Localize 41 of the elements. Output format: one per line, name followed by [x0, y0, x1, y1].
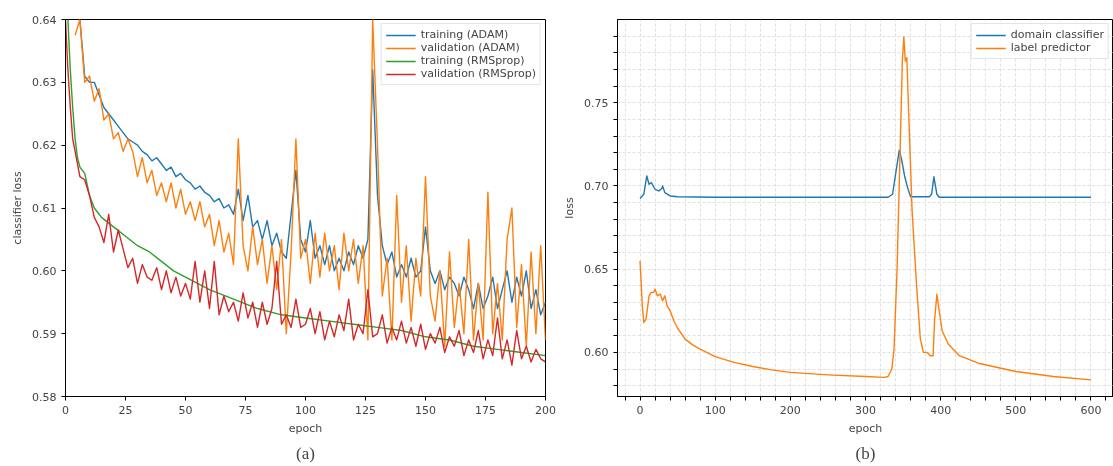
line-series — [639, 36, 1092, 381]
y-tick-label: 0.65 — [584, 263, 609, 277]
y-tick-label: 0.70 — [584, 179, 609, 193]
y-tick-label: 0.75 — [584, 96, 609, 110]
text: (b) — [855, 443, 876, 463]
y-axis-title: classifier loss — [11, 171, 25, 245]
x-tick-label: 75 — [238, 403, 253, 417]
x-axis-title: epoch — [288, 421, 323, 435]
legend-label: domain classifier — [1010, 28, 1104, 41]
legend-label: validation (ADAM) — [420, 41, 520, 54]
y-tick-label: 0.63 — [32, 76, 57, 90]
x-tick-label: 50 — [178, 403, 193, 417]
x-tick-label: 200 — [779, 403, 801, 417]
x-axis-title: epoch — [848, 421, 883, 435]
y-tick-label: 0.62 — [32, 139, 57, 153]
x-tick-label: 0 — [62, 403, 69, 417]
x-tick-label: 500 — [1005, 403, 1027, 417]
x-tick-label: 25 — [118, 403, 133, 417]
y-tick-label: 0.60 — [584, 346, 609, 360]
x-tick-label: 100 — [704, 403, 726, 417]
x-tick-label: 300 — [855, 403, 876, 417]
y-tick-label: 0.64 — [32, 13, 57, 27]
x-tick-label: 150 — [415, 403, 436, 417]
y-axis-title: loss — [563, 197, 577, 219]
x-tick-label: 125 — [355, 403, 376, 417]
x-tick-label: 200 — [535, 403, 556, 417]
legend-label: training (RMSprop) — [420, 54, 525, 67]
x-tick-label: 100 — [295, 403, 316, 417]
y-tick-label: 0.59 — [32, 327, 57, 341]
x-tick-label: 175 — [475, 403, 496, 417]
y-tick-label: 0.58 — [32, 390, 57, 404]
legend-label: training (ADAM) — [420, 28, 509, 41]
text: (a) — [296, 443, 315, 463]
legend-label: validation (RMSprop) — [420, 67, 536, 80]
y-tick-label: 0.60 — [32, 264, 57, 278]
legend-label: label predictor — [1010, 41, 1091, 54]
x-tick-label: 0 — [636, 403, 644, 417]
line-series — [639, 149, 1092, 200]
y-tick-label: 0.61 — [32, 202, 57, 215]
x-tick-label: 600 — [1080, 403, 1102, 417]
x-tick-label: 400 — [930, 403, 952, 417]
